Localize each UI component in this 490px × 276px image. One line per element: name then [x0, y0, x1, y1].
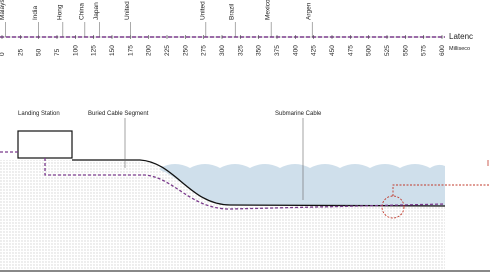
country-label: United [199, 1, 206, 20]
tick-label: 200 [146, 45, 153, 56]
tick-label: 325 [237, 45, 244, 56]
country-label: United [124, 1, 131, 20]
country-label: Japan [93, 2, 100, 20]
country-label: India [32, 6, 39, 20]
axis-title: Latenc [449, 32, 473, 41]
tick-label: 175 [127, 45, 134, 56]
tick-label: 125 [91, 45, 98, 56]
landing-station-label: Landing Station [18, 111, 60, 117]
submarine-cable-label: Submarine Cable [275, 111, 322, 117]
tick-label: 550 [402, 45, 409, 56]
buried-segment-label: Buried Cable Segment [88, 111, 149, 117]
tick-label: 300 [219, 45, 226, 56]
tick-label: 400 [292, 45, 299, 56]
country-label: Argen [306, 2, 313, 20]
tick-label: 50 [36, 48, 43, 56]
tick-label: 350 [256, 45, 263, 56]
tick-label: 150 [109, 45, 116, 56]
tick-label: 250 [182, 45, 189, 56]
tick-label: 475 [347, 45, 354, 56]
tick-label: 225 [164, 45, 171, 56]
tick-label: 375 [274, 45, 281, 56]
tick-label: 100 [72, 45, 79, 56]
page: {"latency_axis": {"ticks": [0, 25, 50, 7… [0, 0, 490, 276]
country-label: Mexico [265, 0, 272, 20]
tick-label: 425 [311, 45, 318, 56]
country-label: China [78, 3, 85, 20]
axis-unit: Milliseco [449, 46, 470, 52]
landing-station-box [18, 131, 72, 158]
tick-label: 450 [329, 45, 336, 56]
tick-label: 575 [421, 45, 428, 56]
tick-label: 500 [366, 45, 373, 56]
country-label: Brazil [229, 3, 236, 20]
tick-label: 75 [54, 48, 61, 56]
diagram: Landing Station Buried Cable Segment Sub… [0, 0, 490, 276]
country-label: Malaysia [0, 0, 6, 20]
tick-label: 600 [439, 45, 446, 56]
country-label: Hong [56, 4, 63, 20]
tick-label: 25 [17, 48, 24, 56]
tick-label: 275 [201, 45, 208, 56]
tick-label: 525 [384, 45, 391, 56]
tick-label: 0 [0, 52, 6, 56]
